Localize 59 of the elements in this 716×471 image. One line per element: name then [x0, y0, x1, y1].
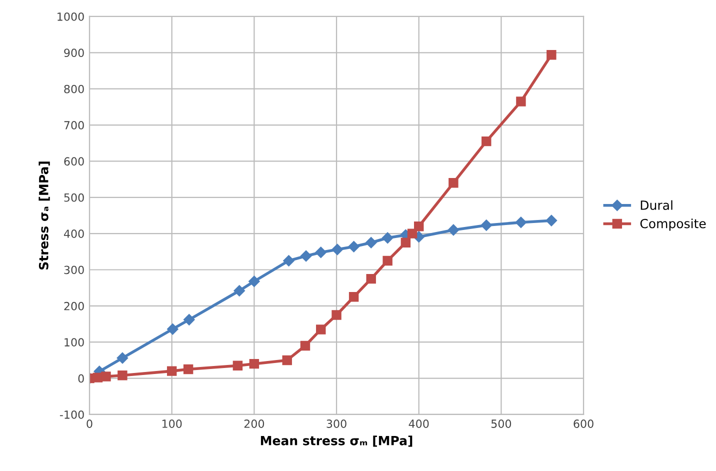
point: [118, 370, 128, 380]
point: [348, 240, 360, 252]
point: [101, 372, 111, 382]
x-tick-label: 400: [408, 420, 429, 428]
point: [516, 96, 526, 106]
y-tick-label: 800: [64, 84, 84, 94]
legend-label: Dural: [640, 200, 672, 210]
x-tick-label: 200: [244, 420, 264, 428]
point: [480, 220, 492, 231]
point: [315, 246, 326, 258]
y-tick-label: 400: [64, 230, 84, 238]
y-tick-label: 700: [64, 121, 84, 130]
point: [515, 216, 527, 228]
point: [448, 224, 460, 236]
y-tick-label: 100: [64, 338, 84, 346]
y-tick-label: 0: [78, 374, 84, 383]
point: [414, 221, 424, 232]
x-tick-label: 100: [162, 420, 182, 428]
point: [332, 310, 342, 320]
point: [365, 237, 377, 248]
point: [382, 232, 394, 244]
x-tick-label: 300: [326, 420, 346, 428]
point: [234, 285, 245, 296]
point: [248, 276, 260, 287]
point: [183, 364, 194, 374]
point: [332, 244, 343, 256]
legend-label: Composite: [640, 218, 706, 231]
point: [546, 50, 556, 60]
y-tick-label: 500: [64, 193, 84, 202]
y-tick-label: 600: [64, 157, 84, 166]
point: [407, 228, 418, 238]
y-tick-label: 200: [64, 302, 84, 310]
point: [546, 214, 558, 226]
point: [116, 352, 128, 364]
y-tick-label: 300: [64, 266, 84, 274]
point: [366, 274, 376, 284]
x-tick-label: 0: [86, 420, 92, 428]
y-axis-title: Stress σₐ [MPa]: [38, 162, 50, 270]
point: [282, 355, 292, 366]
point: [482, 136, 492, 146]
y-tick-label: 1000: [58, 12, 84, 21]
point: [166, 366, 177, 376]
point: [316, 324, 326, 334]
point: [283, 255, 294, 266]
point: [300, 340, 310, 351]
point: [300, 250, 312, 262]
point: [184, 314, 195, 326]
point: [400, 238, 411, 248]
point: [348, 292, 359, 302]
point: [232, 360, 243, 370]
y-tick-label: -100: [60, 410, 84, 419]
point: [382, 256, 392, 266]
x-axis-title: Mean stress σₘ [MPa]: [260, 436, 412, 447]
x-tick-label: 500: [491, 420, 512, 428]
point: [167, 323, 178, 335]
x-tick-label: 600: [574, 420, 594, 428]
y-tick-label: 900: [64, 48, 84, 58]
point: [448, 178, 458, 188]
point: [249, 358, 260, 369]
